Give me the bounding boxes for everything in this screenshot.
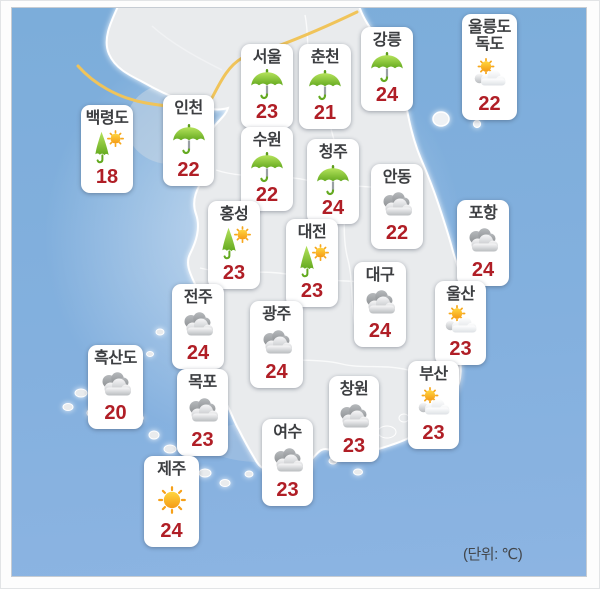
city-name: 백령도: [85, 110, 129, 127]
temperature: 22: [177, 158, 200, 181]
weather-card[interactable]: 광주 24: [250, 301, 303, 388]
city-name: 수원: [252, 132, 282, 149]
rain-sun-icon: [294, 244, 330, 278]
cloudy-icon: [270, 444, 306, 478]
city-name: 안동: [382, 169, 412, 186]
cloudy-icon: [185, 394, 221, 428]
dokdo-island: [472, 119, 482, 129]
city-name: 인천: [174, 100, 203, 117]
sunny-icon: [154, 483, 190, 517]
weather-card[interactable]: 안동 22: [371, 164, 423, 249]
sun-cloud-icon: [443, 304, 479, 338]
city-name: 홍성: [219, 206, 249, 223]
cloudy-icon: [379, 188, 415, 222]
weather-card[interactable]: 울산 23: [435, 281, 486, 365]
rain-sun-icon: [216, 226, 252, 260]
rain-icon: [307, 68, 343, 102]
sun-cloud-icon: [472, 57, 508, 91]
sun-cloud-icon: [416, 386, 452, 420]
temperature: 23: [449, 337, 472, 360]
temperature: 23: [276, 478, 299, 501]
weather-card[interactable]: 부산 23: [408, 361, 459, 449]
weather-card[interactable]: 여수 23: [262, 419, 313, 506]
city-name: 강릉: [372, 32, 402, 49]
temperature: 23: [191, 428, 214, 451]
temperature: 18: [95, 165, 119, 188]
weather-card[interactable]: 춘천 21: [299, 44, 351, 129]
city-name: 광주: [262, 306, 291, 323]
temperature: 23: [422, 421, 445, 444]
weather-card[interactable]: 제주 24: [144, 456, 199, 547]
temperature: 22: [385, 221, 409, 244]
weather-card[interactable]: 울릉도 독도 22: [462, 14, 517, 120]
city-name: 창원: [339, 381, 369, 398]
city-name: 대전: [297, 224, 327, 241]
city-name: 청주: [318, 144, 348, 161]
city-name: 전주: [183, 289, 213, 306]
weather-card[interactable]: 수원 22: [241, 127, 293, 211]
city-name: 목포: [188, 374, 217, 391]
weather-card[interactable]: 대전 23: [286, 219, 338, 307]
city-name: 부산: [419, 366, 448, 383]
city-name: 포항: [468, 205, 498, 222]
dmz-line: [76, 10, 359, 109]
city-name: 춘천: [310, 49, 340, 66]
temperature: 24: [375, 83, 399, 106]
temperature: 23: [300, 279, 324, 302]
cloudy-icon: [362, 286, 398, 320]
temperature: 20: [104, 401, 127, 424]
rain-icon: [249, 67, 285, 101]
weather-card[interactable]: 강릉 24: [361, 27, 413, 111]
rain-icon: [369, 50, 405, 84]
temperature: 23: [222, 261, 246, 284]
weather-card[interactable]: 서울 23: [241, 44, 293, 128]
rain-icon: [171, 122, 207, 156]
city-name: 여수: [273, 424, 302, 441]
temperature: 24: [471, 258, 495, 281]
weather-card[interactable]: 청주 24: [307, 139, 359, 224]
cloudy-icon: [465, 224, 501, 258]
cloudy-icon: [98, 368, 134, 402]
temperature: 22: [255, 183, 279, 206]
unit-label: (단위: ℃): [463, 546, 523, 563]
cloudy-icon: [259, 326, 295, 360]
city-name: 서울: [252, 49, 282, 66]
weather-card[interactable]: 대구 24: [354, 262, 406, 347]
ulleungdo-island: [432, 111, 450, 127]
temperature: 24: [160, 519, 183, 542]
weather-card[interactable]: 흑산도 20: [88, 345, 143, 429]
temperature: 24: [265, 360, 288, 383]
city-name: 대구: [365, 267, 395, 284]
city-name: 울릉도 독도: [468, 19, 511, 54]
temperature: 24: [186, 341, 210, 364]
temperature: 23: [342, 434, 366, 457]
temperature: 24: [368, 319, 392, 342]
cloudy-icon: [336, 400, 372, 434]
cloudy-icon: [180, 308, 216, 342]
city-name: 울산: [446, 286, 475, 303]
weather-card[interactable]: 포항 24: [457, 200, 509, 286]
rain-sun-icon: [89, 130, 125, 164]
temperature: 22: [478, 93, 501, 115]
rain-icon: [315, 163, 351, 197]
weather-card[interactable]: 홍성 23: [208, 201, 260, 289]
temperature: 23: [255, 100, 279, 123]
city-name: 흑산도: [94, 350, 137, 367]
weather-card[interactable]: 인천 22: [163, 95, 214, 186]
rain-icon: [249, 150, 285, 184]
temperature: 24: [321, 196, 345, 219]
weather-card[interactable]: 전주 24: [172, 284, 224, 369]
weather-card[interactable]: 목포 23: [177, 369, 228, 456]
temperature: 21: [313, 101, 337, 124]
city-name: 제주: [157, 461, 186, 478]
weather-card[interactable]: 창원 23: [329, 376, 379, 462]
weather-card[interactable]: 백령도 18: [81, 105, 133, 193]
